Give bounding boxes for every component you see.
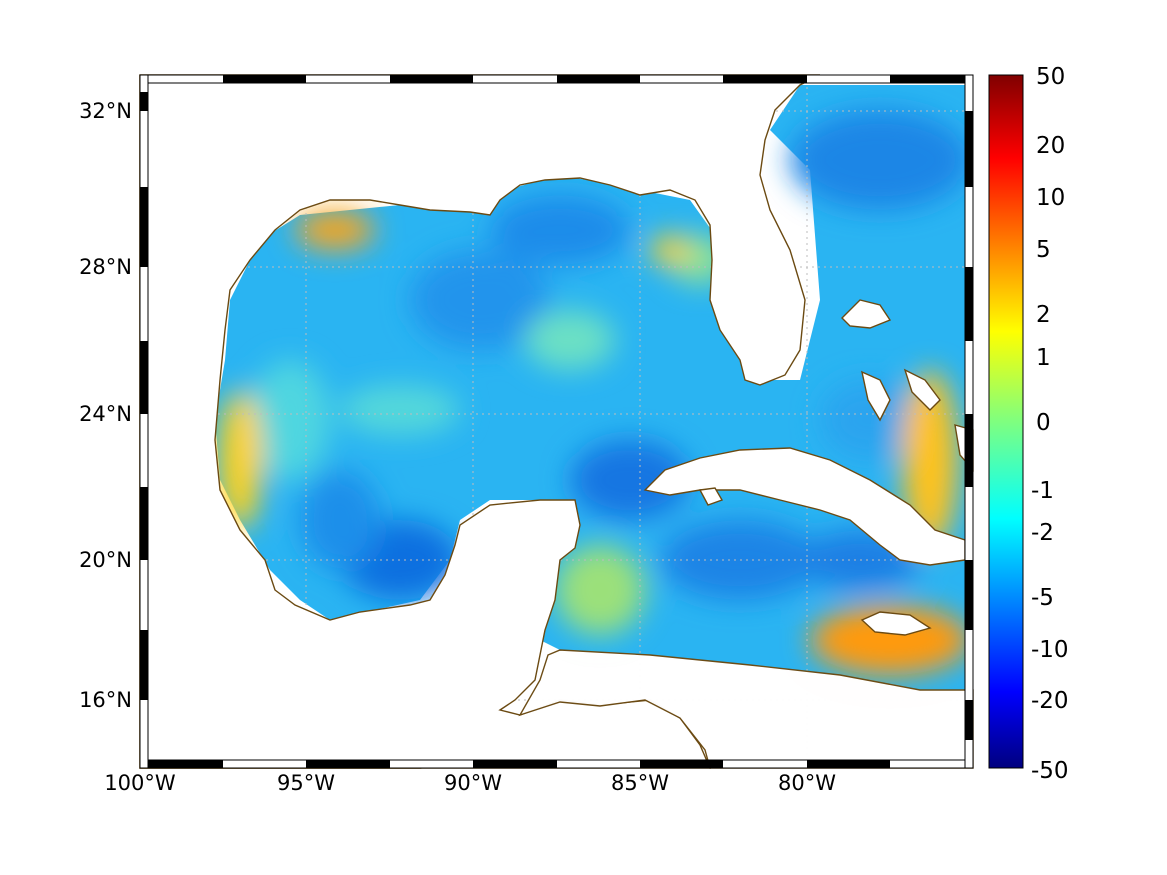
jamaica xyxy=(860,611,932,636)
colorbar-label: -10 xyxy=(1031,637,1069,663)
x-tick-label: 100°W xyxy=(104,771,176,795)
x-tick-label: 90°W xyxy=(444,771,502,795)
us-land xyxy=(139,74,821,769)
colorbar-label: 20 xyxy=(1036,133,1065,159)
colorbar-label: 2 xyxy=(1036,302,1051,328)
colorbar-label: -1 xyxy=(1031,478,1054,504)
colorbar-label: 10 xyxy=(1036,185,1065,211)
colorbar-gradient xyxy=(988,74,1024,769)
colorbar-label: -2 xyxy=(1031,520,1054,546)
y-tick-label: 20°N xyxy=(79,548,132,572)
y-tick-label: 16°N xyxy=(79,688,132,712)
x-tick-label: 80°W xyxy=(778,771,836,795)
colorbar-labels: 50 20 10 5 2 1 0 -1 -2 -5 -10 -20 -50 xyxy=(1031,64,1069,784)
x-axis-labels: 100°W 95°W 90°W 85°W 80°W xyxy=(104,771,836,795)
colorbar-label: 0 xyxy=(1036,410,1051,436)
colorbar-label: -20 xyxy=(1031,688,1069,714)
y-tick-label: 24°N xyxy=(79,402,132,426)
colorbar-label: 5 xyxy=(1036,237,1051,263)
colorbar-label: -50 xyxy=(1031,758,1069,784)
bahamas-3 xyxy=(903,368,941,411)
y-axis-labels: 32°N 28°N 24°N 20°N 16°N xyxy=(79,99,132,712)
colorbar-label: 50 xyxy=(1036,64,1065,90)
colorbar-label: 1 xyxy=(1036,345,1051,371)
y-tick-label: 32°N xyxy=(79,99,132,123)
isle-of-youth xyxy=(698,487,724,506)
y-tick-label: 28°N xyxy=(79,255,132,279)
bahamas-1 xyxy=(841,299,892,329)
bahamas-2 xyxy=(861,370,891,422)
x-tick-label: 85°W xyxy=(611,771,669,795)
colorbar-label: -5 xyxy=(1031,585,1054,611)
map-frame xyxy=(139,74,974,769)
x-tick-label: 95°W xyxy=(277,771,335,795)
colorbar: 50 20 10 5 2 1 0 -1 -2 -5 -10 -20 -50 xyxy=(988,64,1069,784)
